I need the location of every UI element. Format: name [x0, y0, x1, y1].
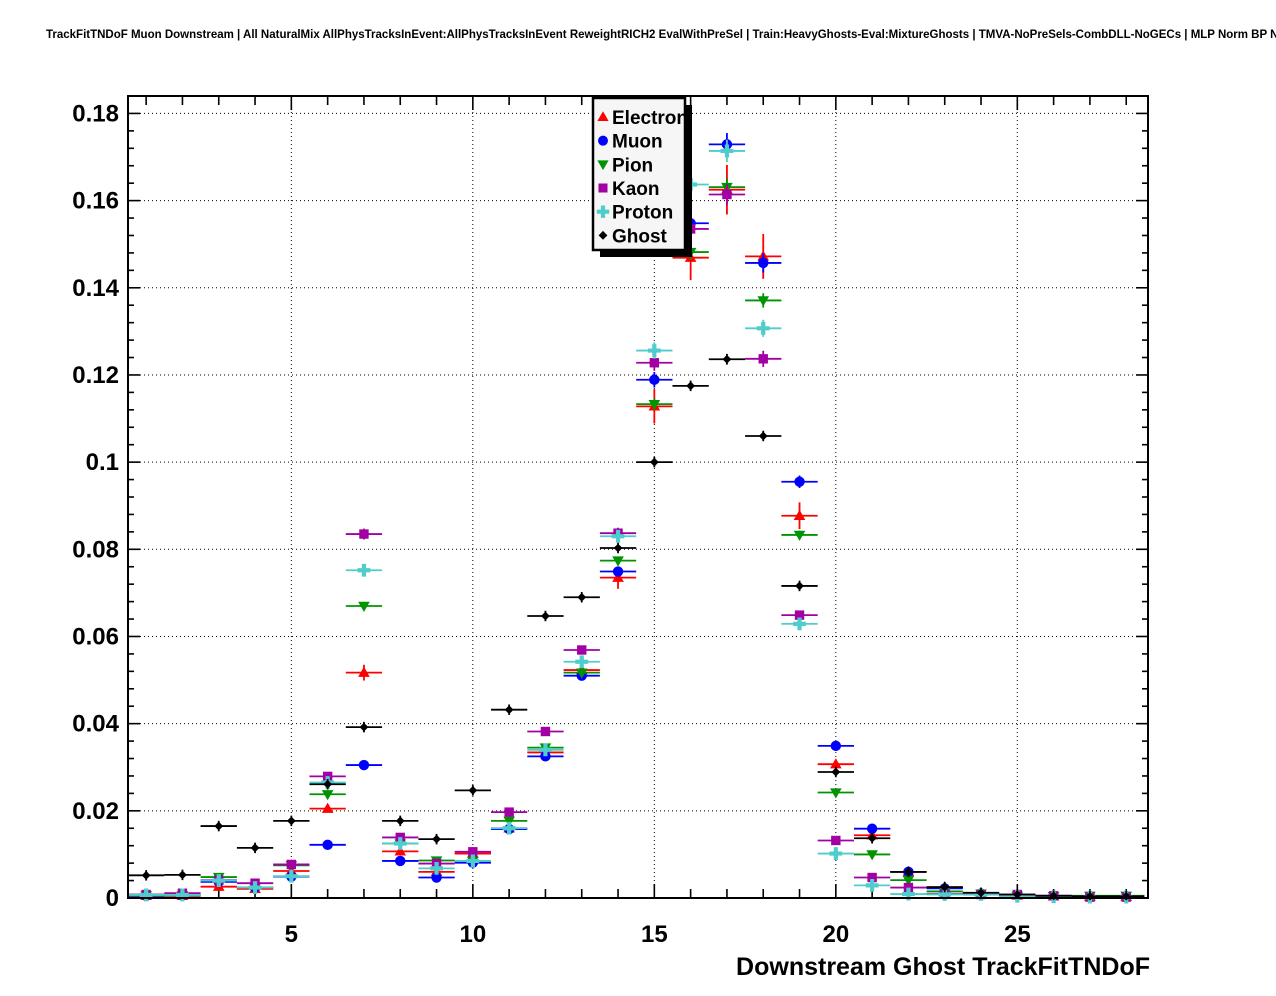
- svg-text:20: 20: [822, 921, 849, 948]
- legend-label-pion: Pion: [612, 155, 653, 176]
- svg-text:0.08: 0.08: [72, 536, 119, 563]
- svg-text:15: 15: [641, 921, 668, 948]
- chart-body: 5 10 15 20 25 0 0.02 0.04 0.06 0.08 0.1 0.12 0.14 0.1…: [72, 95, 1149, 948]
- svg-text:0.04: 0.04: [72, 711, 119, 738]
- axis-tick-labels: 5 10 15 20 25 0 0.02 0.04 0.06 0.08 0.1 0.12 0.14 0.1…: [72, 100, 1030, 948]
- svg-text:0.1: 0.1: [86, 449, 119, 476]
- legend-label-ghost: Ghost: [612, 226, 668, 247]
- x-axis-title: Downstream Ghost TrackFitTNDoF: [736, 953, 1150, 981]
- svg-text:0.16: 0.16: [72, 188, 119, 215]
- svg-text:25: 25: [1004, 921, 1031, 948]
- svg-text:0.14: 0.14: [72, 275, 119, 302]
- svg-text:10: 10: [459, 921, 486, 948]
- svg-text:5: 5: [285, 921, 298, 948]
- svg-text:0.02: 0.02: [72, 798, 119, 825]
- svg-text:0.06: 0.06: [72, 623, 119, 650]
- plot-frame-border: [127, 95, 1149, 899]
- series-ghost: [128, 353, 1145, 901]
- plot-title: TrackFitTNDoF Muon Downstream | All Natu…: [46, 29, 1276, 41]
- svg-text:0.12: 0.12: [72, 362, 119, 389]
- legend-label-kaon: Kaon: [612, 179, 660, 200]
- svg-text:0: 0: [106, 885, 119, 912]
- legend-label-electron: Electron: [612, 108, 688, 129]
- legend-label-muon: Muon: [612, 132, 663, 153]
- svg-text:0.18: 0.18: [72, 100, 119, 127]
- legend-label-proton: Proton: [612, 203, 673, 224]
